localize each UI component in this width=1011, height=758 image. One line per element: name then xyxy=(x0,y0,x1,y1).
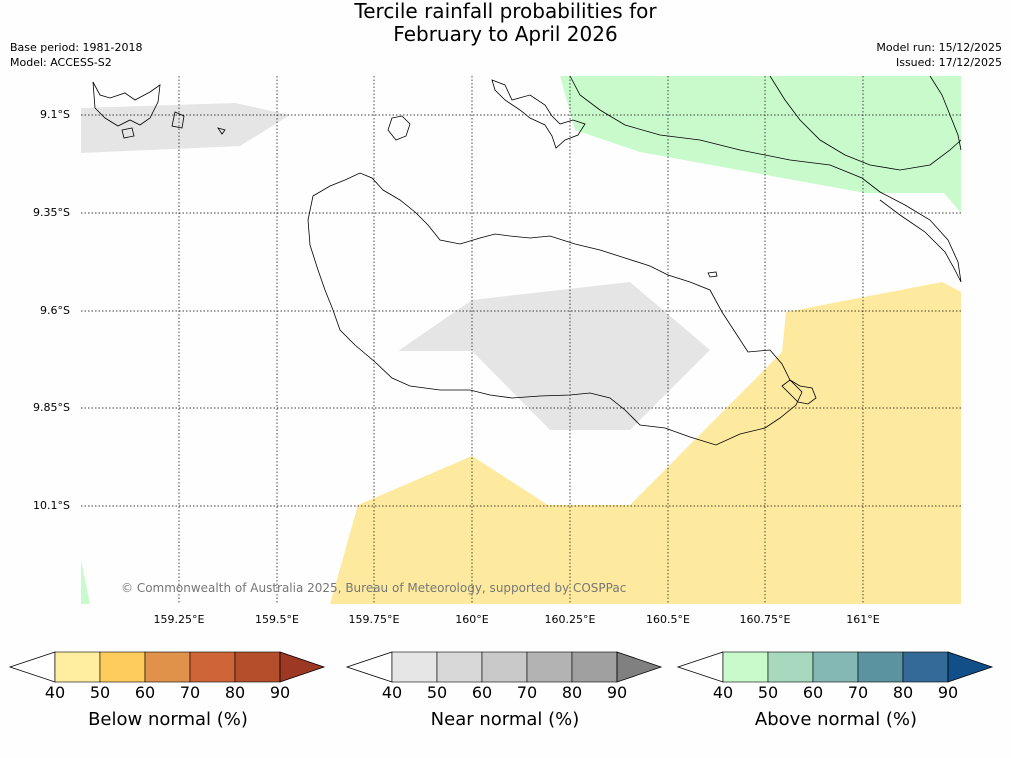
lon-label: 160°E xyxy=(455,613,489,626)
marau-islets xyxy=(781,379,817,405)
lon-label: 161°E xyxy=(846,613,880,626)
colorbar-swatch xyxy=(857,651,904,683)
lat-label: 9.6°S xyxy=(40,304,70,317)
colorbar-swatch xyxy=(436,651,483,683)
colorbar-tick-label: 70 xyxy=(516,683,538,702)
colorbar-swatch xyxy=(99,651,146,683)
title-line-1: Tercile rainfall probabilities for xyxy=(354,0,657,23)
near-normal-region-northwest xyxy=(81,103,290,153)
colorbar-swatch xyxy=(722,651,769,683)
colorbar-swatch xyxy=(571,651,618,683)
colorbar-swatch xyxy=(812,651,859,683)
colorbar-swatch xyxy=(189,651,236,683)
colorbar-tick-label: 90 xyxy=(606,683,628,702)
colorbar-tick-label: 90 xyxy=(269,683,291,702)
lon-label: 159.25°E xyxy=(153,613,205,626)
title-line-2: February to April 2026 xyxy=(393,22,618,46)
colorbar-tick-label: 50 xyxy=(89,683,111,702)
lon-label: 160.5°E xyxy=(646,613,690,626)
base-period: Base period: 1981-2018 xyxy=(10,41,143,54)
model-name: Model: ACCESS-S2 xyxy=(10,56,112,69)
colorbar-tick-label: 70 xyxy=(179,683,201,702)
colorbar-tick-label: 80 xyxy=(561,683,583,702)
lon-label: 159.5°E xyxy=(255,613,299,626)
colorbar-extend-high xyxy=(616,651,663,683)
colorbar-swatch xyxy=(391,651,438,683)
near-normal-region-central xyxy=(398,282,710,430)
lat-label: 9.35°S xyxy=(33,206,70,219)
copyright-credit: © Commonwealth of Australia 2025, Bureau… xyxy=(121,581,627,595)
lat-label: 10.1°S xyxy=(33,499,70,512)
colorbar-swatch xyxy=(767,651,814,683)
colorbar-tick-label: 40 xyxy=(381,683,403,702)
colorbar-extend-low xyxy=(8,651,56,683)
florida-islands-coastline xyxy=(491,79,586,149)
colorbar-label: Below normal (%) xyxy=(88,709,248,730)
colorbar-tick-label: 60 xyxy=(471,683,493,702)
colorbar-label: Near normal (%) xyxy=(430,709,580,730)
above-normal-colorbar: 40 50 60 70 80 90 Above normal (%) xyxy=(676,650,996,750)
lat-label: 9.85°S xyxy=(33,401,70,414)
colorbar-swatches xyxy=(8,651,326,683)
above-normal-region xyxy=(560,76,961,213)
colorbar-swatch xyxy=(481,651,528,683)
colorbar-tick-label: 70 xyxy=(847,683,869,702)
lon-label: 160.75°E xyxy=(739,613,791,626)
colorbar-extend-high xyxy=(279,651,326,683)
russell-islands-coastline xyxy=(92,81,226,139)
issued-date: Issued: 17/12/2025 xyxy=(895,56,1002,69)
colorbar-tick-label: 40 xyxy=(712,683,734,702)
colorbar-tick-label: 50 xyxy=(426,683,448,702)
lat-label: 9.1°S xyxy=(40,108,70,121)
colorbar-tick-label: 50 xyxy=(757,683,779,702)
below-normal-region xyxy=(330,282,961,604)
colorbar-extend-high xyxy=(947,651,994,683)
colorbar-swatches xyxy=(676,651,994,683)
colorbar-swatch xyxy=(526,651,573,683)
colorbar-tick-label: 60 xyxy=(802,683,824,702)
colorbar-tick-label: 80 xyxy=(224,683,246,702)
model-info: Base period: 1981-2018 Model: ACCESS-S2 xyxy=(10,40,142,70)
colorbar-swatches xyxy=(345,651,663,683)
map-title: Tercile rainfall probabilities for Febru… xyxy=(0,0,1011,46)
graticule xyxy=(81,76,961,604)
below-normal-colorbar: 40 50 60 70 80 90 Below normal (%) xyxy=(8,650,328,750)
colorbar-tick-label: 60 xyxy=(134,683,156,702)
small-island-east xyxy=(707,271,718,278)
guadalcanal-coastline xyxy=(307,172,803,446)
colorbar-tick-label: 90 xyxy=(937,683,959,702)
run-info: Model run: 15/12/2025 Issued: 17/12/2025 xyxy=(876,40,1002,70)
colorbar-swatch xyxy=(902,651,949,683)
colorbar-swatch xyxy=(144,651,191,683)
colorbar-extend-low xyxy=(345,651,393,683)
colorbar-swatch xyxy=(234,651,281,683)
colorbar-swatch xyxy=(54,651,101,683)
above-normal-region-sliver xyxy=(81,560,90,604)
lon-label: 159.75°E xyxy=(348,613,400,626)
small-island xyxy=(387,115,411,141)
colorbar-extend-low xyxy=(676,651,724,683)
colorbar-label: Above normal (%) xyxy=(754,709,918,730)
near-normal-colorbar: 40 50 60 70 80 90 Near normal (%) xyxy=(345,650,665,750)
model-run: Model run: 15/12/2025 xyxy=(876,41,1002,54)
colorbar-tick-label: 40 xyxy=(44,683,66,702)
lon-label: 160.25°E xyxy=(544,613,596,626)
colorbar-tick-label: 80 xyxy=(892,683,914,702)
